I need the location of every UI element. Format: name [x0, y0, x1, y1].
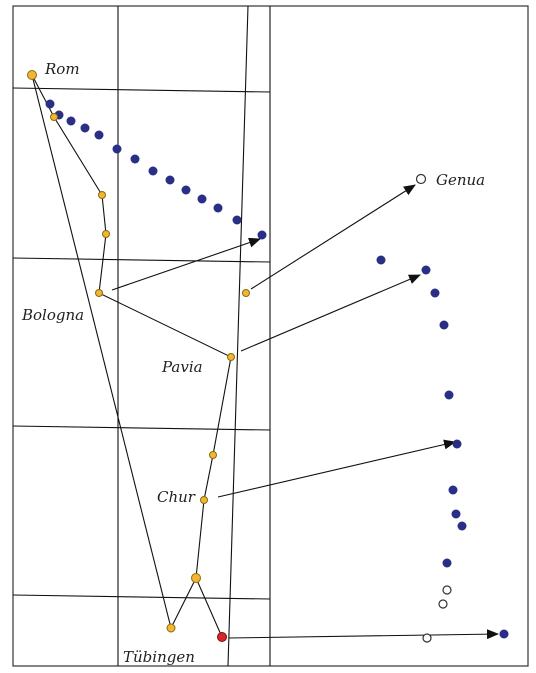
arrows	[111, 184, 499, 640]
arrow-pavia	[240, 274, 421, 352]
rom-marker	[27, 70, 37, 80]
projection-dot	[421, 265, 431, 275]
projection-dot	[213, 203, 223, 213]
route-point	[50, 113, 58, 121]
projection-dot	[112, 144, 122, 154]
route-point	[102, 230, 110, 238]
projection-dot	[257, 230, 267, 240]
genua-marker	[415, 173, 427, 185]
pavia-marker	[227, 353, 235, 361]
projection-dots-diagonal	[45, 99, 267, 240]
arrow-tuebingen	[228, 629, 499, 640]
projection-dot	[197, 194, 207, 204]
grid-line-v2	[227, 5, 249, 667]
grid-line-h2	[12, 257, 271, 263]
projection-dot	[439, 320, 449, 330]
grid-line-h4	[12, 594, 271, 600]
route-rom-tuebingen-direct	[31, 74, 172, 629]
arrow-bologna-1	[111, 237, 261, 291]
label-pavia: Pavia	[161, 358, 203, 376]
route-point	[209, 451, 217, 459]
projection-dot	[130, 154, 140, 164]
projection-dot	[442, 558, 452, 568]
projection-dot	[148, 166, 158, 176]
route-point	[191, 573, 201, 583]
projection-dot	[66, 116, 76, 126]
hollow-dot	[442, 585, 452, 595]
hollow-dot	[438, 599, 448, 609]
projection-dot	[45, 99, 55, 109]
route-tuebingen-turn	[170, 577, 197, 629]
label-genua: Genua	[436, 171, 485, 189]
route-point	[242, 289, 250, 297]
grid-lines	[12, 5, 271, 667]
label-tuebingen: Tübingen	[123, 648, 195, 666]
label-chur: Chur	[157, 488, 196, 506]
route-point	[166, 623, 176, 633]
grid-line-h1	[12, 87, 271, 93]
projection-dot	[444, 390, 454, 400]
projection-dot	[448, 485, 458, 495]
chur-marker	[200, 496, 208, 504]
projection-dot	[181, 185, 191, 195]
projection-dot	[452, 439, 462, 449]
projection-dot	[430, 288, 440, 298]
route-rom-bologna	[31, 74, 107, 294]
projection-dot	[457, 521, 467, 531]
grid-line-h3	[12, 425, 271, 431]
route-bologna-tuebingen	[98, 292, 232, 638]
arrow-chur	[217, 439, 456, 498]
projection-dot	[451, 509, 461, 519]
projection-dots-vertical	[376, 255, 509, 639]
projection-dot	[165, 175, 175, 185]
hollow-dot	[422, 633, 432, 643]
projection-dot	[94, 130, 104, 140]
tuebingen-marker	[217, 632, 227, 642]
hollow-dots	[415, 173, 452, 643]
label-bologna: Bologna	[21, 306, 84, 324]
projection-dot	[80, 123, 90, 133]
projection-dot	[232, 215, 242, 225]
bologna-marker	[95, 289, 103, 297]
projection-dot	[499, 629, 509, 639]
arrow-genua	[250, 184, 416, 290]
route-points	[27, 70, 250, 633]
label-rom: Rom	[44, 60, 80, 78]
projection-dot	[376, 255, 386, 265]
route-point	[98, 191, 106, 199]
